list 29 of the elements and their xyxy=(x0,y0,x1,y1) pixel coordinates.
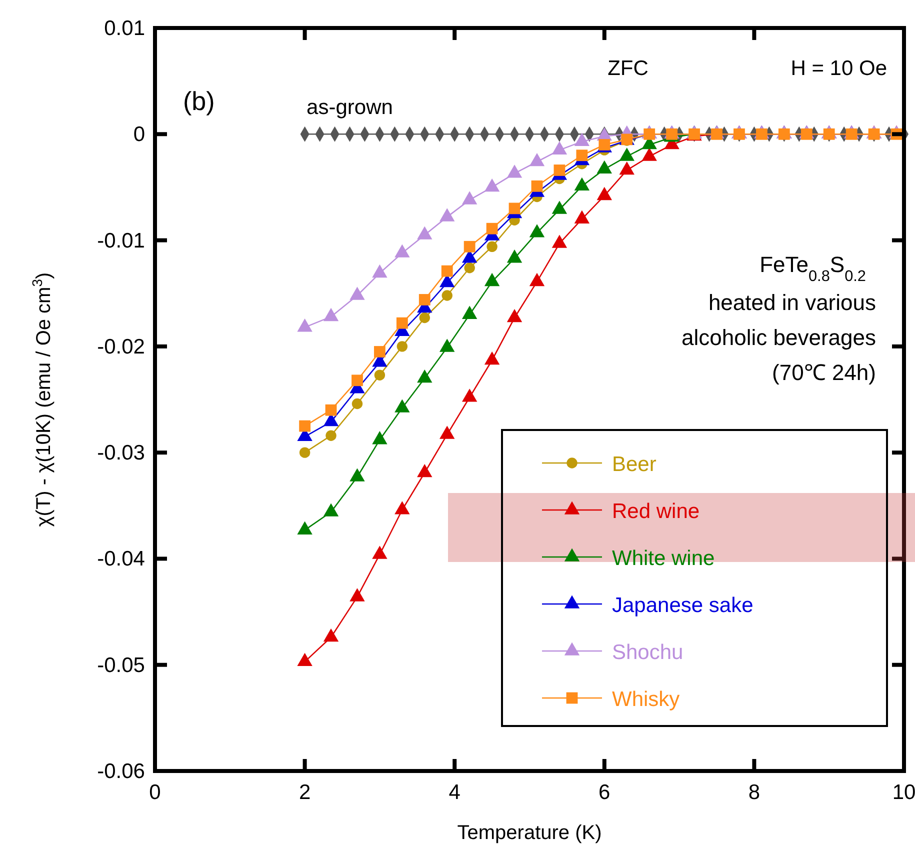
legend-label: Whisky xyxy=(612,688,680,711)
y-tick-label: 0 xyxy=(133,123,145,146)
annotation: (70℃ 24h) xyxy=(772,360,876,385)
x-tick-label: 0 xyxy=(149,781,161,804)
legend-label: Japanese sake xyxy=(612,594,754,617)
y-tick-label: -0.02 xyxy=(97,335,145,358)
y-tick-label: -0.01 xyxy=(97,229,145,252)
annotation: as-grown xyxy=(306,96,393,120)
y-tick-label: -0.03 xyxy=(97,442,145,465)
x-tick-label: 2 xyxy=(298,781,311,804)
annotation: (b) xyxy=(183,86,215,116)
x-tick-label: 4 xyxy=(448,781,461,804)
annotation: H = 10 Oe xyxy=(790,57,887,80)
y-tick-label: 0.01 xyxy=(104,17,145,40)
annotation: FeTe$_{0.8}$S$_{0.2}$ xyxy=(760,252,866,284)
y-tick-label: -0.05 xyxy=(97,654,145,677)
annotation: ZFC xyxy=(608,57,648,80)
legend-label: Red wine xyxy=(612,500,700,523)
legend-label: White wine xyxy=(612,547,715,570)
annotation: heated in various xyxy=(708,290,876,315)
y-tick-label: -0.06 xyxy=(97,760,145,783)
legend-label: Shochu xyxy=(612,641,684,664)
y-tick-label: -0.04 xyxy=(97,548,146,571)
legend-label: Beer xyxy=(612,453,656,476)
annotation: alcoholic beverages xyxy=(682,325,876,350)
x-tick-label: 10 xyxy=(892,781,915,804)
x-axis-title: Temperature (K) xyxy=(457,822,602,844)
x-tick-label: 6 xyxy=(598,781,610,804)
x-tick-label: 8 xyxy=(748,781,760,804)
